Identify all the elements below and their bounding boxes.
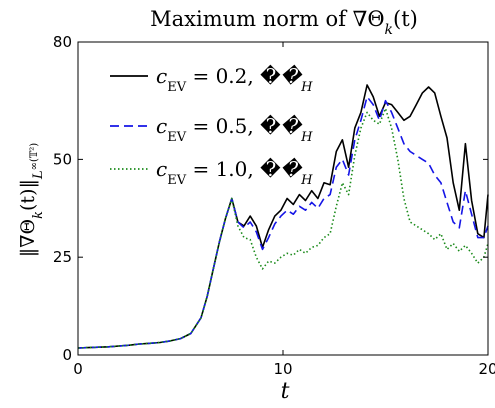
- y-tick-label: 50: [53, 150, 72, 168]
- y-axis-label: ‖∇Θk(t)‖L∞(𝕋²): [17, 143, 46, 258]
- x-tick-label: 20: [478, 360, 495, 378]
- x-tick-label: 10: [273, 360, 292, 378]
- series-layer: [77, 84, 489, 349]
- y-tick-label: 25: [53, 248, 72, 266]
- x-axis-label: t: [281, 379, 290, 404]
- series-line-3: [77, 107, 489, 349]
- legend-label-3: cEV = 1.0, 𝒯H: [156, 157, 313, 188]
- chart-title: Maximum norm of ∇Θk(t): [150, 7, 418, 38]
- ticks-layer: 0 10 20 0 25 50 80: [53, 33, 495, 378]
- legend-label-2: cEV = 0.5, 𝒯H: [156, 114, 313, 145]
- legend-label-1: cEV = 0.2, 𝒯H: [156, 64, 313, 95]
- legend: cEV = 0.2, 𝒯H cEV = 0.5, 𝒯H cEV = 1.0, 𝒯H: [110, 64, 313, 188]
- y-tick-label: 80: [53, 33, 72, 51]
- y-tick-label: 0: [62, 346, 72, 364]
- x-tick-label: 0: [73, 360, 83, 378]
